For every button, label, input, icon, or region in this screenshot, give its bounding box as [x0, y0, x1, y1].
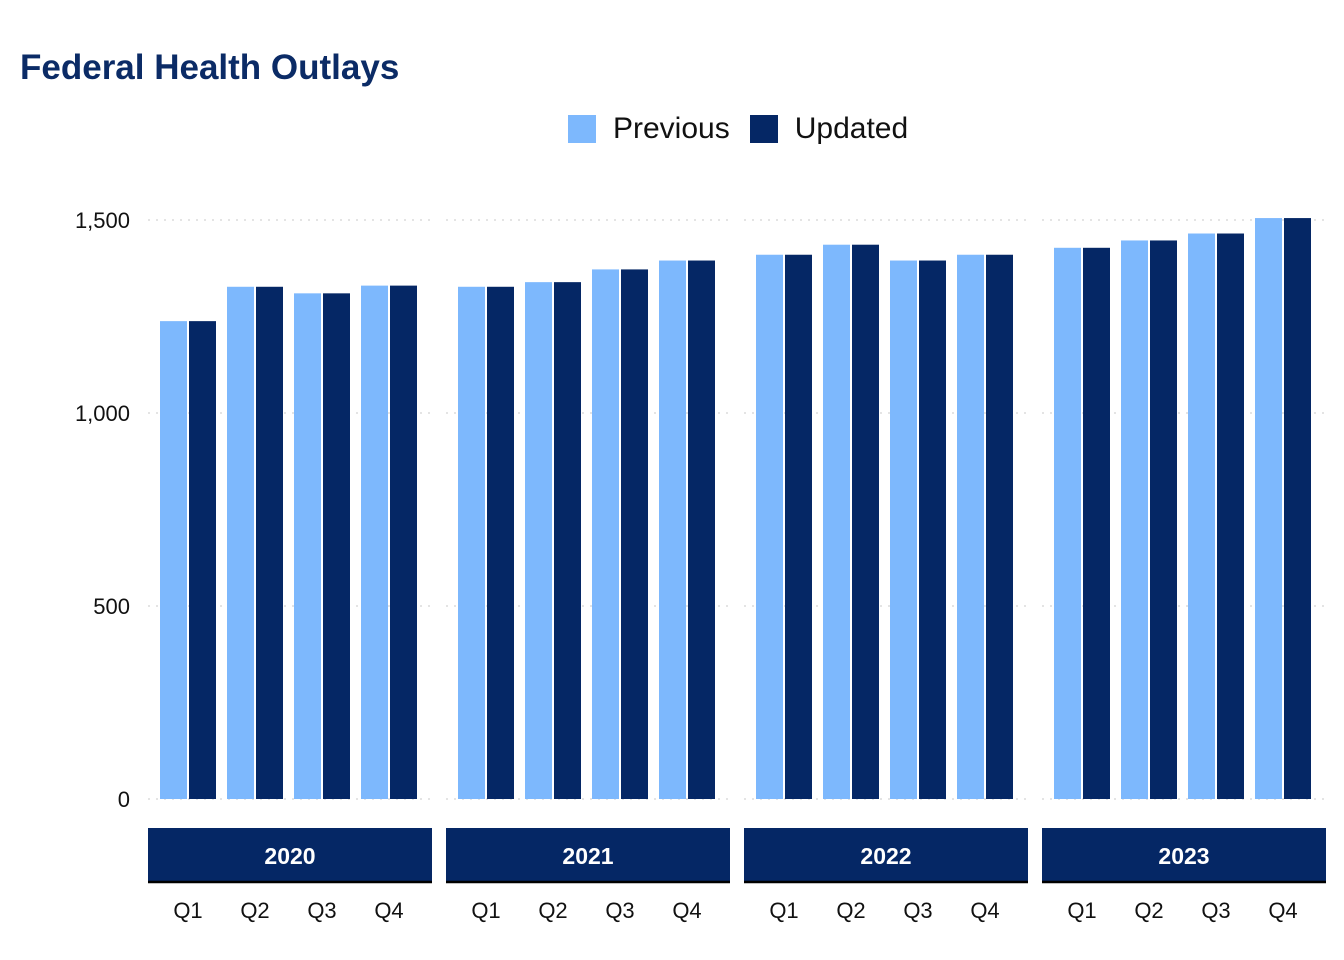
bar-updated	[986, 254, 1013, 800]
y-tick-label: 500	[93, 594, 130, 619]
legend-swatch-previous	[568, 115, 596, 143]
bar-updated	[1217, 233, 1244, 799]
bar-previous	[756, 254, 783, 800]
facet-label: 2021	[562, 843, 613, 869]
bar-previous	[1054, 247, 1081, 800]
bar-previous	[458, 286, 485, 799]
bar-previous	[160, 321, 187, 799]
legend-label-updated: Updated	[794, 112, 909, 145]
bar-updated	[852, 244, 879, 800]
legend: Previous Updated	[568, 112, 928, 146]
x-tick-label: Q4	[672, 898, 701, 923]
x-tick-label: Q4	[1268, 898, 1297, 923]
bar-updated	[919, 260, 946, 799]
x-tick-label: Q4	[970, 898, 999, 923]
x-tick-label: Q1	[173, 898, 202, 923]
legend-swatch-updated	[749, 115, 778, 143]
facet-strip	[744, 828, 1028, 882]
x-tick-label: Q3	[605, 898, 634, 923]
x-tick-label: Q2	[836, 898, 865, 923]
y-tick-label: 0	[118, 787, 130, 812]
bar-updated	[1150, 240, 1177, 799]
bar-previous	[659, 260, 686, 799]
legend-item-updated: Updated	[749, 112, 909, 146]
x-tick-label: Q2	[538, 898, 567, 923]
bar-previous	[957, 254, 984, 800]
bar-updated	[189, 321, 216, 799]
bar-previous	[361, 285, 388, 799]
facet-label: 2023	[1158, 843, 1209, 869]
bar-updated	[1284, 218, 1311, 799]
bar-previous	[227, 286, 254, 799]
bar-updated	[256, 286, 283, 799]
x-tick-label: Q3	[1201, 898, 1230, 923]
x-tick-label: Q2	[240, 898, 269, 923]
chart-title: Federal Health Outlays	[20, 48, 400, 87]
bar-previous	[1121, 240, 1148, 799]
x-tick-label: Q3	[307, 898, 336, 923]
legend-item-previous: Previous	[568, 112, 730, 146]
bar-previous	[525, 282, 552, 799]
bar-updated	[487, 286, 514, 799]
bar-updated	[323, 293, 350, 799]
facet-label: 2020	[264, 843, 315, 869]
x-tick-label: Q3	[903, 898, 932, 923]
x-tick-label: Q1	[769, 898, 798, 923]
bar-previous	[823, 244, 850, 800]
bar-previous	[1255, 218, 1282, 799]
x-tick-label: Q2	[1134, 898, 1163, 923]
y-tick-label: 1,000	[75, 401, 130, 426]
bar-previous	[294, 293, 321, 799]
x-tick-label: Q1	[1067, 898, 1096, 923]
bar-previous	[592, 269, 619, 800]
bar-updated	[621, 269, 648, 800]
legend-label-previous: Previous	[613, 112, 730, 145]
bar-updated	[554, 282, 581, 799]
x-tick-label: Q4	[374, 898, 403, 923]
y-tick-label: 1,500	[75, 208, 130, 233]
facet-strip	[446, 828, 730, 882]
bar-previous	[890, 260, 917, 799]
bar-updated	[688, 260, 715, 799]
facet-label: 2022	[860, 843, 911, 869]
bar-updated	[390, 285, 417, 799]
x-tick-label: Q1	[471, 898, 500, 923]
facet-strip	[1042, 828, 1326, 882]
bar-updated	[785, 254, 812, 800]
bar-updated	[1083, 247, 1110, 800]
bar-previous	[1188, 233, 1215, 799]
facet-strip	[148, 828, 432, 882]
